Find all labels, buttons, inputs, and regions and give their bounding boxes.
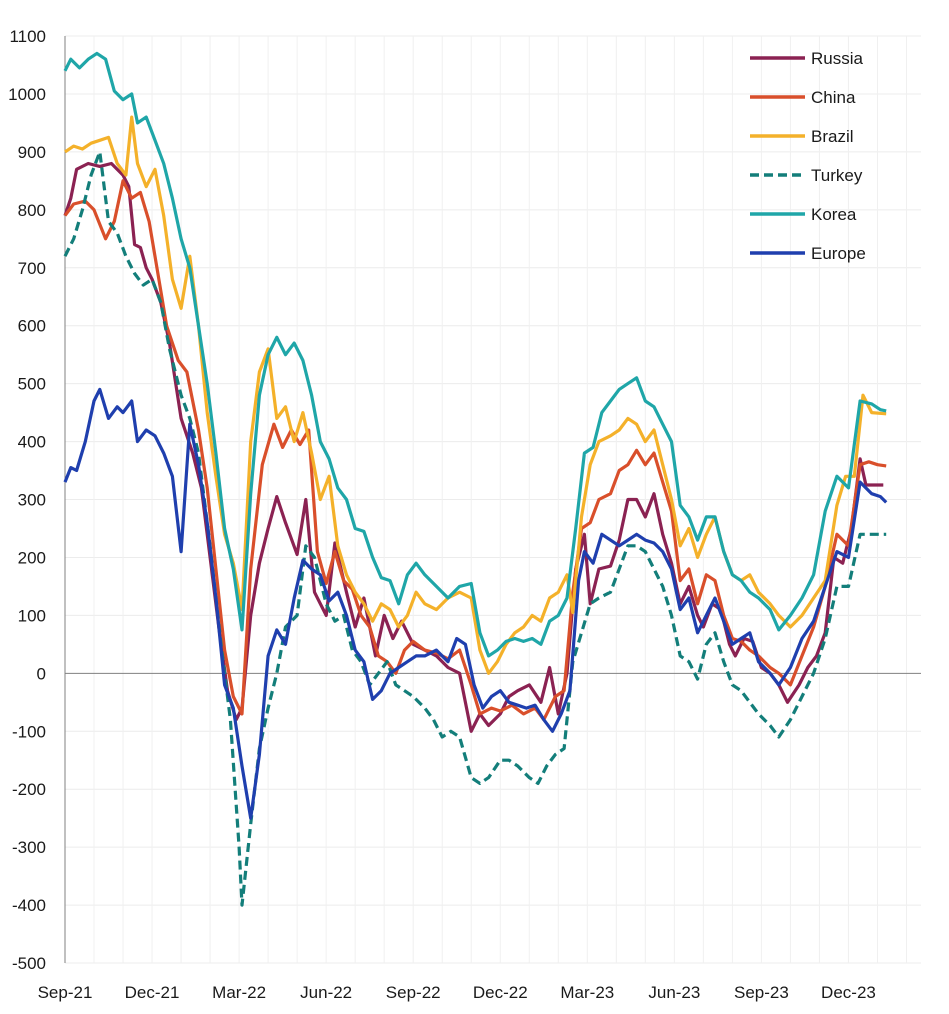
x-tick-label: Dec-21 bbox=[125, 983, 180, 1002]
y-tick-label: 200 bbox=[18, 548, 46, 567]
y-tick-label: 300 bbox=[18, 491, 46, 510]
y-tick-label: 900 bbox=[18, 143, 46, 162]
x-tick-label: Dec-22 bbox=[473, 983, 528, 1002]
x-tick-label: Sep-21 bbox=[38, 983, 93, 1002]
y-tick-label: 1000 bbox=[8, 85, 46, 104]
y-tick-label: -400 bbox=[12, 896, 46, 915]
series-lines bbox=[63, 51, 888, 907]
legend-label: Brazil bbox=[811, 127, 854, 146]
legend-label: China bbox=[811, 88, 856, 107]
y-tick-label: -300 bbox=[12, 838, 46, 857]
legend-label: Europe bbox=[811, 244, 866, 263]
y-tick-label: 800 bbox=[18, 201, 46, 220]
gridlines bbox=[64, 35, 921, 964]
y-tick-label: 700 bbox=[18, 259, 46, 278]
x-tick-label: Sep-22 bbox=[386, 983, 441, 1002]
series-line-brazil bbox=[64, 115, 887, 675]
y-tick-label: -200 bbox=[12, 780, 46, 799]
legend-label: Russia bbox=[811, 49, 864, 68]
series-line-korea bbox=[63, 51, 887, 658]
y-tick-label: 0 bbox=[37, 664, 46, 683]
series-line-europe bbox=[63, 387, 888, 820]
legend-label: Korea bbox=[811, 205, 857, 224]
y-tick-labels: -500 -400 -300 -200 -100 0 100 200 300 400 500 600 7… bbox=[8, 27, 46, 973]
y-tick-label: -100 bbox=[12, 722, 46, 741]
x-tick-label: Jun-22 bbox=[300, 983, 352, 1002]
y-tick-label: 400 bbox=[18, 433, 46, 452]
x-tick-label: Mar-23 bbox=[560, 983, 614, 1002]
x-tick-label: Jun-23 bbox=[648, 983, 700, 1002]
legend: Russia China Brazil Turkey Korea Europe bbox=[750, 49, 866, 263]
y-tick-label: 500 bbox=[18, 375, 46, 394]
x-tick-label: Sep-23 bbox=[734, 983, 789, 1002]
y-tick-label: 100 bbox=[18, 606, 46, 625]
legend-label: Turkey bbox=[811, 166, 863, 185]
x-tick-label: Mar-22 bbox=[212, 983, 266, 1002]
x-tick-label: Dec-23 bbox=[821, 983, 876, 1002]
x-tick-labels: Sep-21 Dec-21 Mar-22 Jun-22 Sep-22 Dec-22 Mar-… bbox=[38, 983, 876, 1002]
y-tick-label: -500 bbox=[12, 954, 46, 973]
y-tick-label: 600 bbox=[18, 317, 46, 336]
y-tick-label: 1100 bbox=[9, 27, 46, 46]
